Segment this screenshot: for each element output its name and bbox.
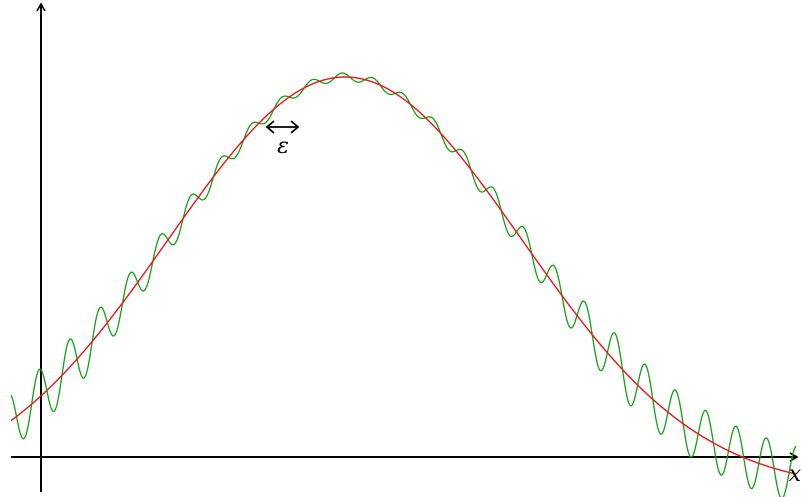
x-axis-label: x	[789, 462, 802, 487]
epsilon-label: ε	[277, 134, 289, 159]
double-headed-arrow-icon	[265, 120, 300, 134]
oscillating-curve	[10, 72, 797, 497]
smooth-curve	[10, 76, 797, 475]
